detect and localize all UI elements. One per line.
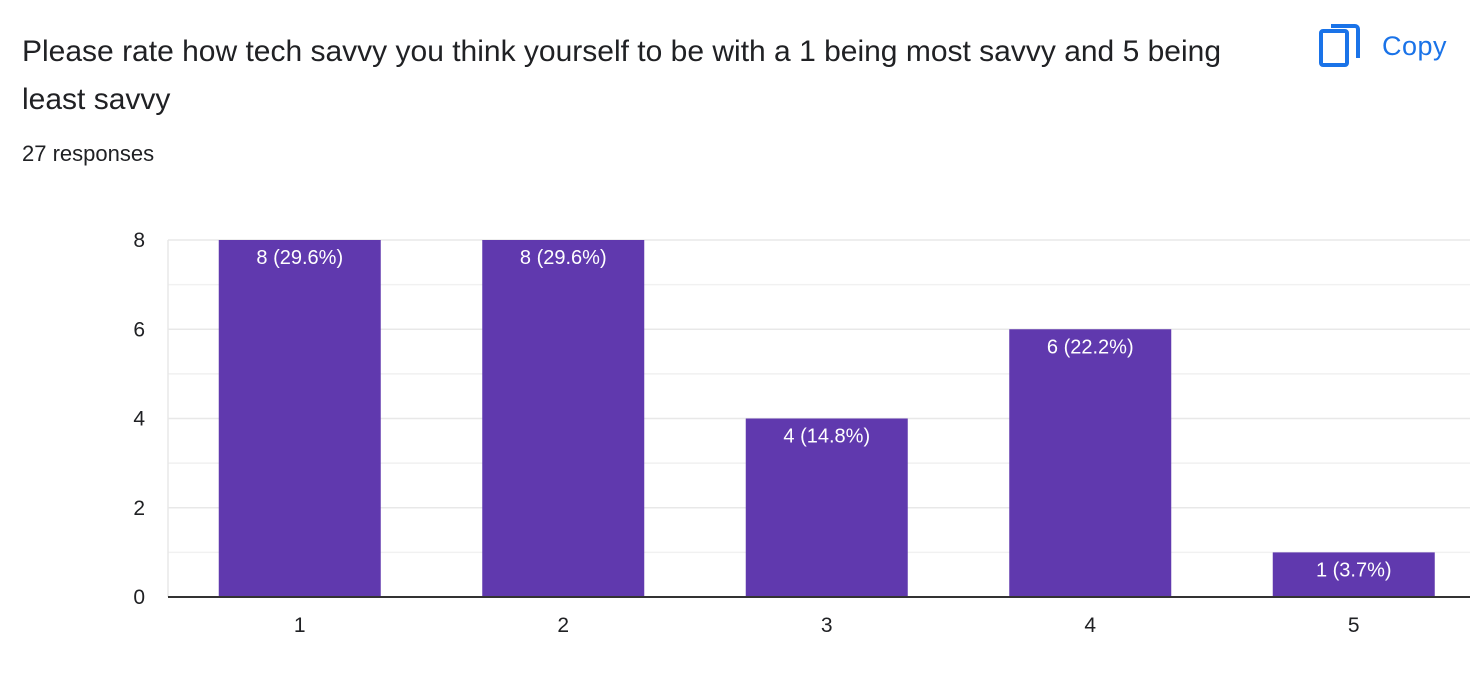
- x-tick-label: 4: [1084, 614, 1096, 637]
- data-label: 8 (29.6%): [520, 247, 607, 269]
- data-label: 4 (14.8%): [783, 426, 870, 448]
- copy-icon: [1319, 24, 1360, 67]
- bar-1: [218, 240, 381, 597]
- x-tick-label: 2: [557, 614, 569, 637]
- y-tick-label: 8: [133, 229, 145, 252]
- x-tick-label: 5: [1348, 614, 1360, 637]
- y-tick-label: 2: [133, 497, 145, 520]
- data-label: 6 (22.2%): [1047, 336, 1134, 358]
- data-label: 1 (3.7%): [1316, 559, 1392, 581]
- response-count: 27 responses: [22, 141, 155, 166]
- x-tick-label: 1: [294, 614, 306, 637]
- data-label: 8 (29.6%): [256, 247, 343, 269]
- bar-3: [745, 418, 908, 597]
- axes: 0 2 4 6 8 1 2 3 4 5: [133, 229, 1470, 637]
- bars: 8 (29.6%) 8 (29.6%) 4 (14.8%) 6 (22.2%) 1 (3…: [218, 240, 1435, 597]
- copy-label: Copy: [1382, 30, 1448, 61]
- y-tick-label: 6: [133, 318, 145, 341]
- y-tick-label: 4: [133, 408, 145, 431]
- question-title: Please rate how tech savvy you think you…: [22, 35, 1222, 116]
- x-tick-label: 3: [821, 614, 833, 637]
- copy-button[interactable]: Copy: [1310, 18, 1455, 74]
- bar-5: [1272, 552, 1435, 597]
- y-tick-label: 0: [133, 586, 145, 609]
- bar-4: [1009, 329, 1172, 597]
- bar-2: [482, 240, 645, 597]
